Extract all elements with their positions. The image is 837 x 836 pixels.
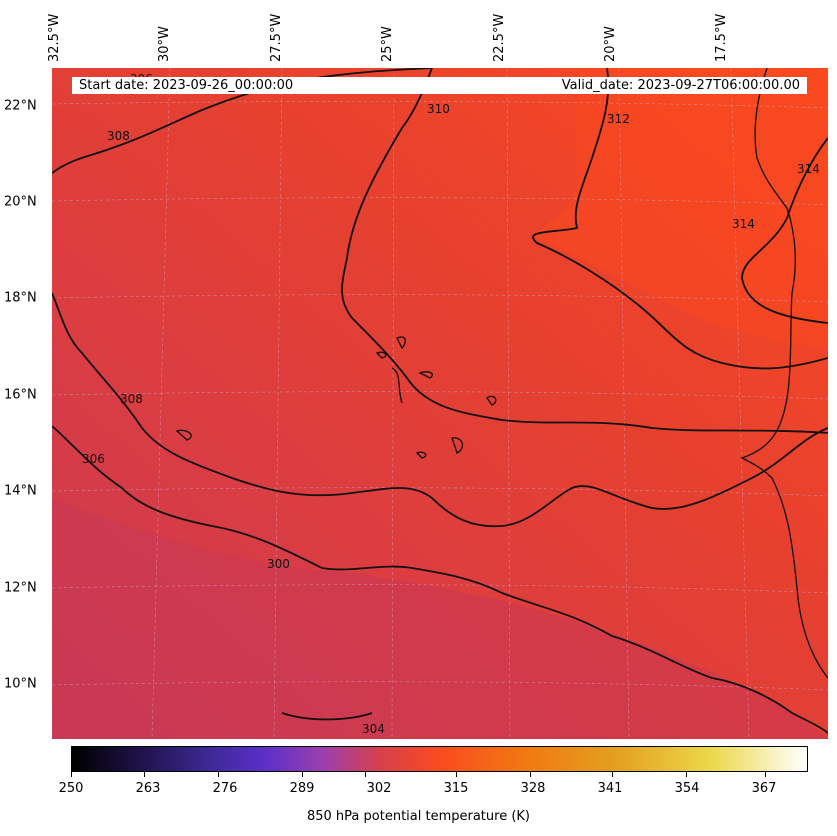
colorbar-tick-label: 367	[751, 781, 777, 796]
contour-line	[52, 425, 828, 734]
warm-region	[532, 68, 828, 348]
colorbar	[71, 746, 808, 772]
lon-label: 17.5°W	[714, 13, 729, 62]
island	[375, 351, 387, 359]
graticule	[52, 68, 828, 739]
africa-coastline	[740, 68, 828, 679]
lat-label: 20°N	[4, 194, 37, 210]
coastlines	[175, 68, 828, 679]
cool-region	[52, 498, 828, 739]
lon-label: 32.5°W	[47, 13, 62, 62]
contour-line	[281, 712, 373, 721]
contour-line	[741, 137, 828, 324]
lat-label: 22°N	[4, 98, 37, 114]
island	[486, 395, 497, 406]
contours	[52, 68, 828, 734]
colorbar-tick-label: 354	[674, 781, 700, 796]
contour-label: 314	[732, 217, 755, 231]
colorbar-tick-label: 263	[135, 781, 161, 796]
colorbar-tick-label: 315	[443, 781, 469, 796]
contour-label: 312	[607, 112, 630, 126]
info-bar: Start date: 2023-09-26_00:00:00 Valid_da…	[72, 77, 807, 94]
contour-label: 304	[362, 722, 385, 736]
contour-line	[52, 292, 828, 528]
map-svg: 306 308 310 312 314 314 308 306 300 304	[52, 68, 828, 739]
island	[415, 451, 427, 459]
start-date: Start date: 2023-09-26_00:00:00	[79, 78, 294, 93]
colorbar-tick-label: 276	[212, 781, 238, 796]
contour-line	[52, 68, 433, 174]
colorbar-tick-label: 328	[520, 781, 546, 796]
contour-label: 310	[427, 102, 450, 116]
island	[175, 429, 192, 441]
valid-date: Valid_date: 2023-09-27T06:00:00.00	[561, 78, 800, 93]
lon-label: 22.5°W	[492, 13, 507, 62]
colorbar-tick-label: 341	[597, 781, 623, 796]
island	[391, 367, 403, 404]
lat-label: 14°N	[4, 483, 37, 499]
colorbar-tick-label: 289	[289, 781, 315, 796]
lat-label: 12°N	[4, 580, 37, 596]
lat-label: 16°N	[4, 387, 37, 403]
lon-label: 27.5°W	[269, 13, 284, 62]
lat-label: 10°N	[4, 676, 37, 692]
colorbar-title: 850 hPa potential temperature (K)	[306, 809, 530, 824]
island	[418, 371, 434, 379]
colorbar-tick-label: 250	[58, 781, 84, 796]
lat-label: 18°N	[4, 290, 37, 306]
contour-label: 306	[82, 452, 105, 466]
lon-label: 25°W	[380, 26, 395, 62]
contour-label: 300	[267, 557, 290, 571]
lon-label: 30°W	[157, 26, 172, 62]
lon-label: 20°W	[603, 26, 618, 62]
contour-label: 308	[120, 392, 143, 406]
contour-line	[532, 68, 828, 370]
contour-line	[341, 68, 828, 434]
contour-label: 314	[797, 162, 820, 176]
contour-label: 308	[107, 129, 130, 143]
island	[451, 437, 464, 454]
colorbar-tick-label: 302	[366, 781, 392, 796]
island	[396, 336, 406, 350]
map-panel[interactable]: 306 308 310 312 314 314 308 306 300 304	[52, 68, 828, 739]
